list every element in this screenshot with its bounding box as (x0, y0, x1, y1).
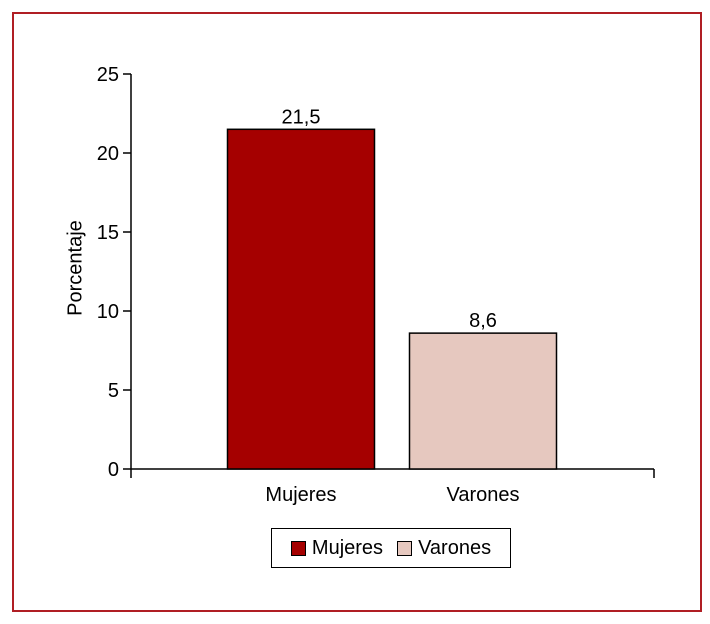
data-label-varones: 8,6 (469, 310, 497, 332)
legend: Mujeres Varones (271, 528, 511, 568)
data-label-mujeres: 21,5 (282, 106, 321, 128)
legend-item-mujeres: Mujeres (290, 536, 384, 560)
y-tick-label-5: 5 (108, 380, 119, 402)
y-tick-label-20: 20 (97, 143, 119, 165)
x-tick-label-varones: Varones (446, 484, 519, 506)
y-tick-label-10: 10 (97, 301, 119, 323)
y-tick-label-25: 25 (97, 64, 119, 86)
y-axis-label: Porcentaje (64, 220, 87, 316)
y-tick-label-15: 15 (97, 222, 119, 244)
legend-swatch-varones (397, 540, 413, 556)
bar-mujeres (226, 128, 376, 470)
bar-varones (408, 332, 558, 470)
legend-label-mujeres: Mujeres (311, 536, 384, 559)
legend-swatch-mujeres (290, 540, 306, 556)
x-tick-label-mujeres: Mujeres (265, 484, 336, 506)
legend-label-varones: Varones (418, 536, 492, 559)
legend-item-varones: Varones (397, 537, 491, 560)
y-tick-label-0: 0 (108, 459, 119, 481)
